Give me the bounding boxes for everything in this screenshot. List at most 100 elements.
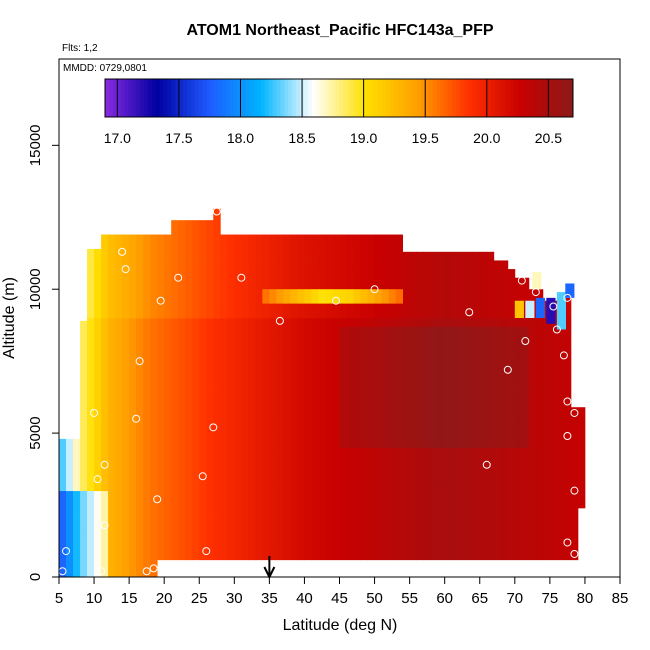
heatmap-cell <box>423 309 432 319</box>
heatmap-cell <box>213 456 221 466</box>
heatmap-cell <box>185 447 193 457</box>
heatmap-cell <box>451 395 460 405</box>
heatmap-cell <box>206 352 214 362</box>
heatmap-cell <box>332 300 340 310</box>
heatmap-cell <box>367 266 375 276</box>
heatmap-cell <box>164 300 172 310</box>
heatmap-cell <box>465 335 474 345</box>
heatmap-cell <box>381 352 389 362</box>
heatmap-cell <box>206 507 214 517</box>
heatmap-cell <box>143 352 151 362</box>
heatmap-cell <box>479 464 488 474</box>
heatmap-cell <box>227 412 235 422</box>
heatmap-cell <box>500 542 509 552</box>
colorbar-segment <box>354 79 359 117</box>
heatmap-cell <box>283 464 291 474</box>
heatmap-cell <box>465 490 474 500</box>
heatmap-cell <box>262 533 270 543</box>
heatmap-cell <box>150 568 158 578</box>
heatmap-cell <box>290 542 298 552</box>
heatmap-cell <box>388 516 396 526</box>
y-tick-label: 0 <box>27 573 44 581</box>
heatmap-cell <box>521 473 530 483</box>
heatmap-cell <box>227 447 235 457</box>
heatmap-cell <box>199 551 207 561</box>
heatmap-cell <box>269 289 277 304</box>
heatmap-cell <box>108 257 116 267</box>
heatmap-cell <box>486 352 495 362</box>
heatmap-cell <box>367 318 375 328</box>
heatmap-cell <box>269 248 277 258</box>
heatmap-cell <box>255 387 263 397</box>
heatmap-cell <box>514 542 523 552</box>
heatmap-cell <box>458 438 467 448</box>
heatmap-cell <box>220 542 228 552</box>
heatmap-cell <box>206 412 214 422</box>
heatmap-cell <box>563 551 572 561</box>
heatmap-cell <box>297 525 305 535</box>
heatmap-cell <box>367 326 375 336</box>
heatmap-cell <box>122 343 130 353</box>
heatmap-cell <box>164 335 172 345</box>
heatmap-cell <box>220 335 228 345</box>
heatmap-cell <box>367 248 375 258</box>
heatmap-cell <box>87 490 95 500</box>
heatmap-cell <box>395 300 404 310</box>
heatmap-cell <box>304 421 312 431</box>
heatmap-cell <box>108 361 116 371</box>
x-tick-label: 85 <box>612 590 629 607</box>
heatmap-cell <box>339 464 347 474</box>
heatmap-cell <box>234 499 242 509</box>
heatmap-cell <box>381 300 389 310</box>
heatmap-cell <box>486 438 495 448</box>
heatmap-cell <box>108 473 116 483</box>
heatmap-cell <box>346 404 354 414</box>
heatmap-cell <box>318 361 326 371</box>
heatmap-cell <box>577 464 586 474</box>
heatmap-cell <box>388 234 396 241</box>
heatmap-cell <box>262 551 270 561</box>
heatmap-cell <box>136 387 144 397</box>
x-tick-label: 55 <box>401 590 418 607</box>
heatmap-cell <box>388 533 396 543</box>
heatmap-cell <box>164 240 172 250</box>
heatmap-cell <box>73 447 81 457</box>
colorbar-segment <box>549 79 554 117</box>
heatmap-cell <box>381 542 389 552</box>
heatmap-cell <box>409 473 418 483</box>
heatmap-cell <box>108 533 116 543</box>
heatmap-cell <box>346 240 354 250</box>
heatmap-cell <box>423 292 432 302</box>
heatmap-cell <box>395 456 404 466</box>
heatmap-cell <box>269 387 277 397</box>
heatmap-cell <box>304 516 312 526</box>
heatmap-cell <box>465 412 474 422</box>
heatmap-cell <box>437 395 446 405</box>
heatmap-cell <box>311 533 319 543</box>
heatmap-cell <box>437 335 446 345</box>
heatmap-cell <box>409 482 418 492</box>
heatmap-cell <box>507 283 516 293</box>
sample-point <box>90 408 99 417</box>
heatmap-cell <box>549 352 558 362</box>
heatmap-cell <box>577 407 586 414</box>
heatmap-cell <box>192 283 200 293</box>
heatmap-cell <box>276 234 284 241</box>
heatmap-cell <box>234 335 242 345</box>
heatmap-cell <box>423 533 432 543</box>
heatmap-cell <box>507 412 516 422</box>
heatmap-cell <box>479 551 488 561</box>
heatmap-cell <box>220 447 228 457</box>
heatmap-cell <box>486 257 495 267</box>
heatmap-cell <box>332 473 340 483</box>
heatmap-cell <box>472 343 481 353</box>
heatmap-cell <box>528 335 537 345</box>
heatmap-cell <box>416 542 425 552</box>
heatmap-cell <box>500 352 509 362</box>
heatmap-cell <box>269 499 277 509</box>
heatmap-cell <box>542 421 551 431</box>
heatmap-cell <box>472 309 481 319</box>
colorbar-segment <box>261 79 266 117</box>
heatmap-cell <box>143 533 151 543</box>
heatmap-cell <box>143 361 151 371</box>
